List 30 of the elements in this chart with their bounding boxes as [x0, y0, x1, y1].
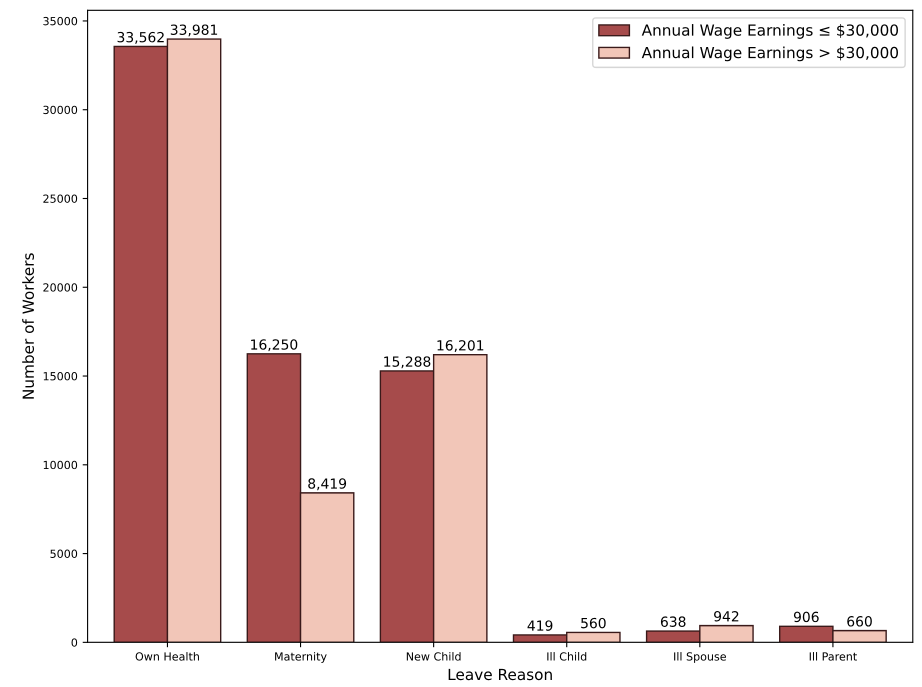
- y-tick-label: 35000: [43, 16, 78, 26]
- y-tick-label: 25000: [43, 194, 78, 203]
- data-label: 15,288: [384, 356, 430, 368]
- data-label: 560: [581, 618, 606, 628]
- y-tick-label: 0: [72, 638, 78, 647]
- data-label: 16,250: [251, 339, 298, 352]
- x-tick-label: Own Health: [136, 652, 199, 661]
- data-label: 419: [528, 620, 552, 631]
- x-tick-label: Maternity: [275, 652, 327, 663]
- y-tick-label: 10000: [44, 460, 78, 470]
- data-label: 906: [794, 612, 819, 622]
- legend-label: Annual Wage Earnings > $30,000: [642, 46, 898, 62]
- x-axis-title: Leave Reason: [448, 668, 552, 680]
- data-label: 8,419: [308, 478, 346, 490]
- y-tick-label: 20000: [43, 283, 78, 292]
- x-tick-label: New Child: [406, 652, 461, 661]
- y-tick-label: 15000: [44, 372, 78, 380]
- y-tick-label: 5000: [50, 550, 78, 558]
- data-label: 660: [847, 616, 872, 627]
- y-tick-label: 30000: [43, 106, 78, 114]
- data-label: 33,562: [118, 32, 164, 44]
- legend-label: Annual Wage Earnings ≤ $30,000: [642, 24, 898, 39]
- data-label: 33,981: [170, 24, 218, 36]
- data-label: 942: [714, 611, 738, 622]
- x-tick-label: Ill Parent: [810, 652, 857, 661]
- data-label: 16,201: [437, 340, 484, 352]
- x-tick-label: Ill Spouse: [674, 652, 726, 663]
- y-axis-title: Number of Workers: [22, 253, 34, 399]
- data-label: 638: [660, 616, 686, 627]
- x-tick-label: Ill Child: [547, 652, 586, 661]
